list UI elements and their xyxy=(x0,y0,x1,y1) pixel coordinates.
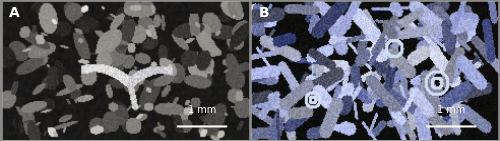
Text: A: A xyxy=(10,6,20,20)
Text: 1 mm: 1 mm xyxy=(188,105,216,115)
Text: B: B xyxy=(258,6,269,20)
Text: 1 mm: 1 mm xyxy=(437,105,465,115)
